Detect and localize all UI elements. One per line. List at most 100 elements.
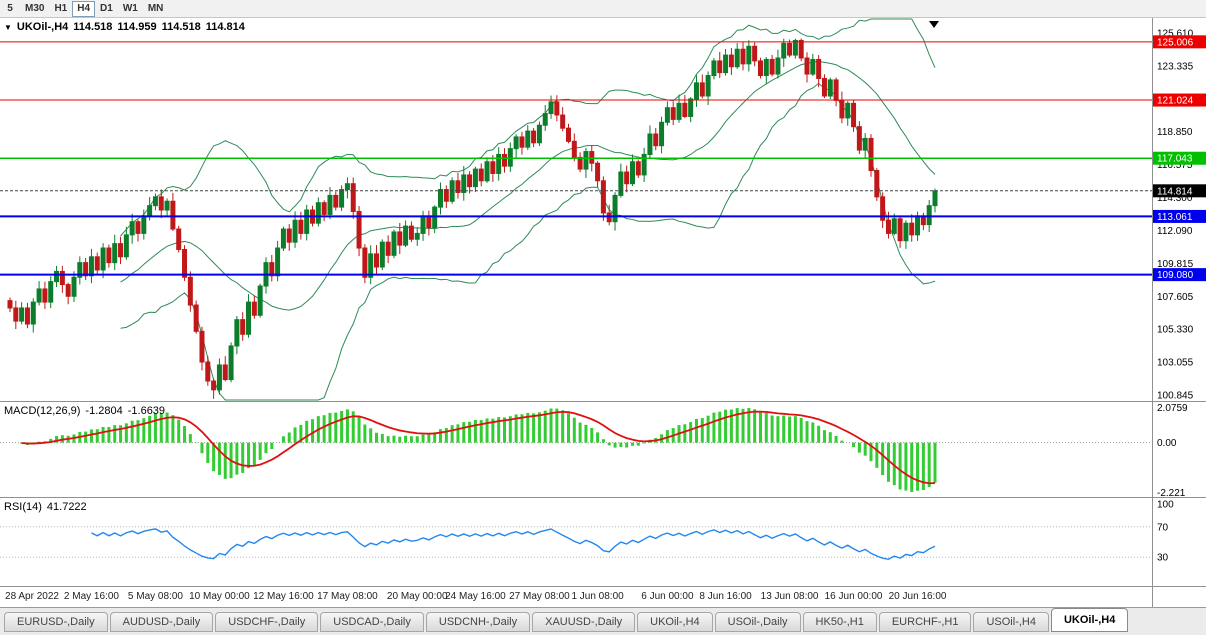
candle-body <box>443 189 449 202</box>
candle-body <box>868 137 874 172</box>
chart-tab-XAUUSD-Daily[interactable]: XAUUSD-,Daily <box>532 612 636 632</box>
timeframe-button-5[interactable]: 5 <box>0 1 20 17</box>
rsi-line <box>91 528 936 561</box>
candle-body <box>571 140 577 158</box>
timeframe-button-D1[interactable]: D1 <box>95 1 118 17</box>
macd-bar <box>392 435 396 443</box>
candle-body <box>880 196 886 221</box>
candle-body <box>484 161 490 182</box>
macd-bar <box>596 432 600 443</box>
macd-bar <box>898 442 902 490</box>
candle-body <box>275 247 281 277</box>
chart-tab-AUDUSD-Daily[interactable]: AUDUSD-,Daily <box>109 612 214 632</box>
macd-bar <box>601 439 605 443</box>
macd-bar <box>433 432 437 443</box>
macd-bar <box>817 425 821 443</box>
quick-menu-icon[interactable]: ▼ <box>4 22 12 32</box>
candle-body <box>618 171 624 196</box>
macd-bar <box>328 412 332 443</box>
macd-bar <box>636 442 640 446</box>
candle-body <box>536 124 542 144</box>
macd-bar <box>665 430 669 443</box>
level-price-box-label: 117.043 <box>1157 154 1193 165</box>
macd-bar <box>485 418 489 443</box>
candle-body <box>915 215 921 236</box>
candle-body <box>19 307 25 322</box>
chart-tab-UKOil-H4[interactable]: UKOil-,H4 <box>1050 608 1129 632</box>
candle-body <box>595 162 601 182</box>
time-axis-label: 24 May 16:00 <box>445 591 506 602</box>
macd-bar <box>473 420 477 443</box>
timeframe-button-MN[interactable]: MN <box>143 1 169 17</box>
macd-bar <box>113 425 117 443</box>
candle-body <box>379 241 385 268</box>
macd-bar <box>55 436 59 443</box>
timeframe-button-H4[interactable]: H4 <box>72 0 96 17</box>
candle-body <box>374 253 380 268</box>
chart-tab-UKOil-H4[interactable]: UKOil-,H4 <box>637 612 713 632</box>
time-axis-label: 6 Jun 00:00 <box>641 591 694 602</box>
candle-body <box>292 219 298 243</box>
macd-bar <box>235 442 239 475</box>
macd-bar <box>311 419 315 443</box>
macd-bar <box>613 442 617 448</box>
timeframe-button-H1[interactable]: H1 <box>49 1 72 17</box>
candle-body <box>734 48 740 68</box>
candle-body <box>467 174 473 188</box>
candle-body <box>752 45 758 62</box>
macd-bar <box>148 415 152 443</box>
macd-bar <box>840 440 844 443</box>
candle-body <box>507 148 513 167</box>
macd-bar <box>369 428 373 443</box>
candle-body <box>240 319 246 335</box>
macd-bar <box>468 421 472 443</box>
chart-tab-EURUSD-Daily[interactable]: EURUSD-,Daily <box>4 612 108 632</box>
candle-body <box>280 228 286 249</box>
macd-bar <box>532 413 536 443</box>
chart-tab-USOil-H4[interactable]: USOil-,H4 <box>973 612 1049 632</box>
chart-tab-USDCAD-Daily[interactable]: USDCAD-,Daily <box>320 612 424 632</box>
chart-tab-EURCHF-H1[interactable]: EURCHF-,H1 <box>878 612 972 632</box>
price-axis-label: 125.610 <box>1157 29 1194 40</box>
macd-scale-zero: 0.00 <box>1157 438 1177 449</box>
candle-body <box>327 194 333 215</box>
macd-bar <box>758 412 762 443</box>
timeframe-button-W1[interactable]: W1 <box>118 1 143 17</box>
candle-body <box>926 205 932 226</box>
chart-tab-HK50-H1[interactable]: HK50-,H1 <box>802 612 877 632</box>
candle-body <box>36 288 42 303</box>
candle-body <box>839 99 845 119</box>
price-axis-label: 109.815 <box>1157 259 1194 270</box>
macd-bar <box>136 420 140 443</box>
candle-body <box>897 218 903 242</box>
level-price-box-label: 121.024 <box>1157 96 1194 107</box>
chart-shift-marker-icon[interactable] <box>929 21 939 28</box>
candle-body <box>251 301 257 316</box>
candle-body <box>810 58 816 75</box>
macd-bar <box>857 442 861 453</box>
price-axis-label: 103.055 <box>1157 358 1194 369</box>
macd-bar <box>247 442 251 469</box>
rsi-indicator-label: RSI(14) 41.7222 <box>4 501 87 513</box>
price-axis-label: 112.090 <box>1157 226 1193 237</box>
macd-bar <box>200 442 204 454</box>
candle-body <box>932 190 938 207</box>
macd-bar <box>543 410 547 443</box>
chart-tab-USDCNH-Daily[interactable]: USDCNH-,Daily <box>425 612 531 632</box>
chart-tab-USDCHF-Daily[interactable]: USDCHF-,Daily <box>215 612 319 632</box>
chart-tab-USOil-Daily[interactable]: USOil-,Daily <box>714 612 801 632</box>
macd-bar <box>153 413 157 443</box>
candle-body <box>315 202 321 224</box>
candle-body <box>787 42 793 56</box>
candle-body <box>83 262 89 277</box>
candle-body <box>763 58 769 77</box>
macd-bar <box>683 424 687 443</box>
candle-body <box>501 153 507 167</box>
macd-bar <box>921 442 925 490</box>
time-axis-label: 8 Jun 16:00 <box>699 591 752 602</box>
candles-series <box>7 38 938 399</box>
bollinger-upper-band <box>120 18 936 237</box>
timeframe-button-M30[interactable]: M30 <box>20 1 49 17</box>
